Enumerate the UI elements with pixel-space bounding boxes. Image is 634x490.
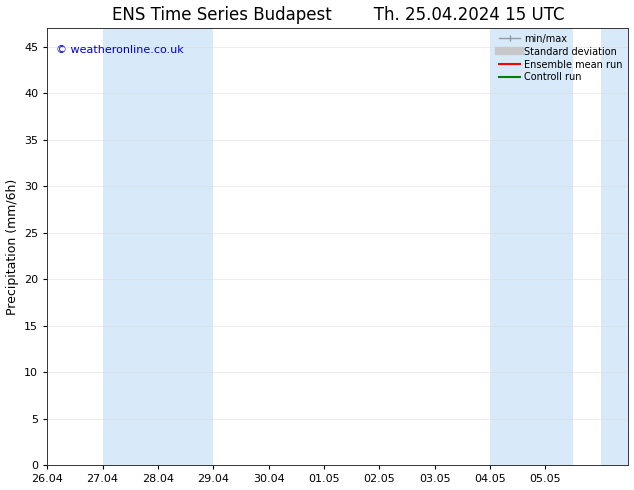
Bar xyxy=(103,28,213,465)
Bar xyxy=(601,28,628,465)
Legend: min/max, Standard deviation, Ensemble mean run, Controll run: min/max, Standard deviation, Ensemble me… xyxy=(495,30,626,86)
Title: ENS Time Series Budapest        Th. 25.04.2024 15 UTC: ENS Time Series Budapest Th. 25.04.2024 … xyxy=(112,5,564,24)
Y-axis label: Precipitation (mm/6h): Precipitation (mm/6h) xyxy=(6,178,18,315)
Bar xyxy=(490,28,573,465)
Text: © weatheronline.co.uk: © weatheronline.co.uk xyxy=(56,46,184,55)
